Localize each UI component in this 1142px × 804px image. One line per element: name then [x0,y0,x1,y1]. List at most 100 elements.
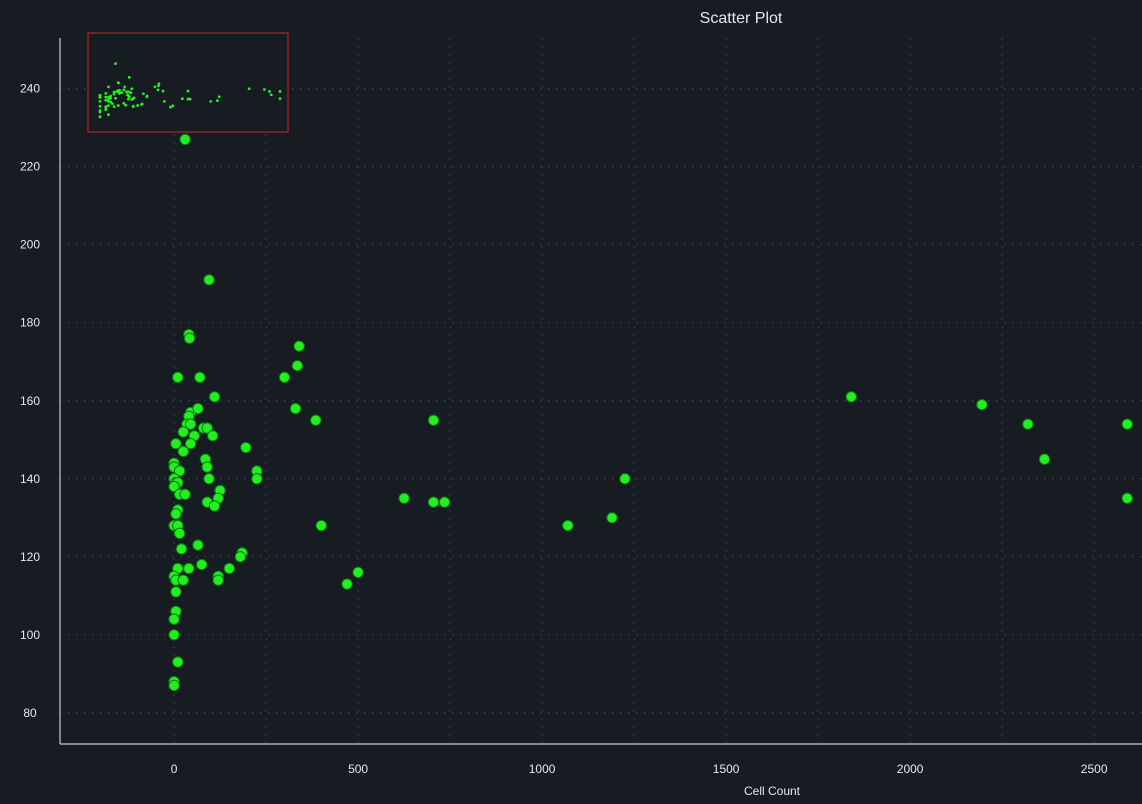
scatter-point[interactable] [179,488,191,501]
scatter-point[interactable] [1121,492,1133,504]
scatter-point[interactable] [192,539,204,551]
scatter-point[interactable] [170,508,182,520]
y-tick-label: 220 [20,160,40,174]
scatter-point[interactable] [208,391,221,403]
scatter-point[interactable] [289,402,302,415]
scatter-point[interactable] [1038,453,1051,465]
minimap-point [127,75,131,79]
scatter-point[interactable] [341,578,353,590]
minimap-point [136,104,139,107]
scatter-point[interactable] [278,371,291,384]
scatter-point[interactable] [606,512,618,524]
scatter-point[interactable] [352,566,364,579]
x-tick-label: 1500 [713,762,740,776]
axes [59,38,1142,745]
minimap-point [217,95,221,99]
scatter-point[interactable] [398,492,410,504]
minimap-point [98,96,102,99]
scatter-point[interactable] [562,519,574,532]
minimap[interactable] [87,32,289,133]
minimap-point [107,104,110,107]
scatter-point[interactable] [203,473,215,485]
y-tick-label: 240 [20,82,40,96]
minimap-point [186,97,190,101]
minimap-point [109,94,112,98]
scatter-point[interactable] [168,613,180,625]
x-axis-label: Cell Count [744,784,801,798]
scatter-point[interactable] [315,519,327,532]
minimap-point [141,92,145,96]
minimap-point [114,62,117,65]
minimap-point [98,99,102,103]
scatter-point[interactable] [184,418,197,430]
scatter-point[interactable] [251,473,263,485]
scatter-point[interactable] [168,679,180,692]
minimap-point [130,98,134,101]
minimap-point [188,97,192,101]
scatter-point[interactable] [212,574,224,586]
scatter-point[interactable] [203,274,215,286]
minimap-point [120,91,124,94]
scatter-point[interactable] [427,496,440,508]
scatter-point[interactable] [177,445,189,458]
scatter-point[interactable] [223,562,235,575]
minimap-point [111,102,114,106]
minimap-point [186,89,190,93]
minimap-point [156,88,160,92]
scatter-point[interactable] [173,465,186,477]
minimap-point [278,90,282,93]
x-tick-label: 1000 [529,762,556,776]
scatter-point[interactable] [207,430,219,442]
scatter-point[interactable] [183,332,196,345]
scatter-point[interactable] [1121,418,1133,430]
minimap-frame[interactable] [87,32,289,133]
chart-title: Scatter Plot [700,10,783,27]
scatter-point[interactable] [172,371,184,384]
minimap-point [169,105,172,109]
scatter-point[interactable] [184,437,197,450]
y-tick-label: 100 [20,628,40,642]
scatter-point[interactable] [201,422,213,434]
scatter-point[interactable] [192,402,204,415]
scatter-point[interactable] [194,371,206,384]
scatter-point[interactable] [177,426,189,438]
y-tick-label: 200 [20,238,40,252]
scatter-point[interactable] [234,551,247,563]
scatter-point[interactable] [170,586,182,598]
scatter-point[interactable] [201,461,213,473]
minimap-point [278,97,282,101]
minimap-point [157,84,160,88]
minimap-point [171,104,175,108]
scatter-point[interactable] [291,359,304,372]
minimap-point [107,85,110,89]
minimap-point [268,90,271,93]
minimap-point [262,88,266,91]
scatter-point[interactable] [293,340,305,352]
scatter-point[interactable] [240,441,252,454]
scatter-point[interactable] [172,656,184,668]
scatter-point[interactable] [208,500,221,512]
scatter-point[interactable] [438,496,451,508]
scatter-point[interactable] [170,437,182,450]
scatter-point[interactable] [175,543,188,555]
scatter-point[interactable] [195,558,208,571]
scatter-point[interactable] [310,414,322,426]
y-tick-label: 160 [20,394,40,408]
scatter-point[interactable] [173,527,186,540]
scatter-point[interactable] [168,629,180,641]
minimap-point [104,108,108,112]
scatter-point[interactable] [1022,418,1034,430]
minimap-point [153,85,157,89]
scatter-point[interactable] [619,473,631,485]
scatter-point[interactable] [168,480,180,493]
scatter-point[interactable] [177,574,189,586]
scatter-point[interactable] [427,414,440,426]
y-tick-label: 120 [20,550,40,564]
scatter-point[interactable] [179,133,191,146]
scatter-point[interactable] [183,562,195,575]
scatter-point[interactable] [976,398,988,411]
y-tick-labels: 80 100 120 140 160 180 200 220 240 [20,82,40,720]
scatter-point[interactable] [845,391,857,403]
minimap-point [180,97,184,101]
y-tick-label: 180 [20,316,40,330]
